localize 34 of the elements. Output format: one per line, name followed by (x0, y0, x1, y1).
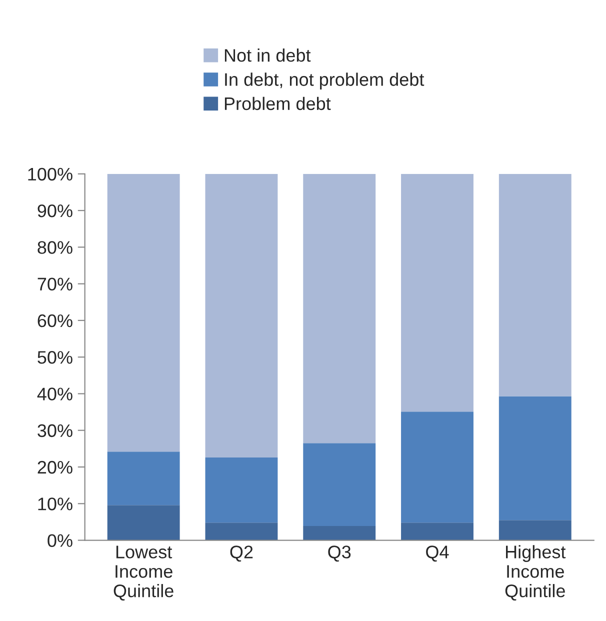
bar (303, 443, 376, 526)
bar (498, 520, 572, 540)
bar (107, 505, 180, 540)
y-tick-label: 80% (38, 241, 72, 254)
bar (107, 452, 180, 506)
bar (303, 174, 376, 444)
bar (205, 457, 278, 523)
bar (498, 174, 572, 396)
legend-label: In debt, not problem debt (225, 72, 424, 90)
bar (401, 174, 474, 412)
x-tick-label: Lowest Income Quintile (114, 546, 174, 601)
x-tick-label: Q2 (230, 546, 253, 562)
y-tick-label: 50% (38, 351, 72, 364)
bar (498, 396, 572, 520)
bar (401, 412, 474, 523)
y-tick-label: 20% (38, 460, 72, 474)
bar (303, 526, 376, 540)
y-tick-label: 10% (38, 498, 72, 510)
y-tick-label: 100% (28, 168, 72, 181)
legend-label: Not in debt (224, 48, 311, 62)
bar (107, 174, 180, 452)
y-tick-label: 0% (48, 534, 72, 547)
legend-label: Problem debt (224, 96, 331, 110)
bar (205, 522, 278, 540)
x-tick-label: Highest Income Quintile (505, 545, 566, 601)
x-tick-label: Q3 (328, 546, 351, 562)
y-tick-label: 70% (38, 278, 72, 291)
bar (401, 522, 474, 540)
y-tick-label: 30% (38, 424, 72, 438)
x-tick-label: Q4 (426, 546, 449, 562)
y-tick-label: 90% (38, 204, 72, 218)
y-tick-label: 40% (37, 388, 72, 400)
bar (205, 174, 278, 458)
y-tick-label: 60% (38, 314, 72, 328)
